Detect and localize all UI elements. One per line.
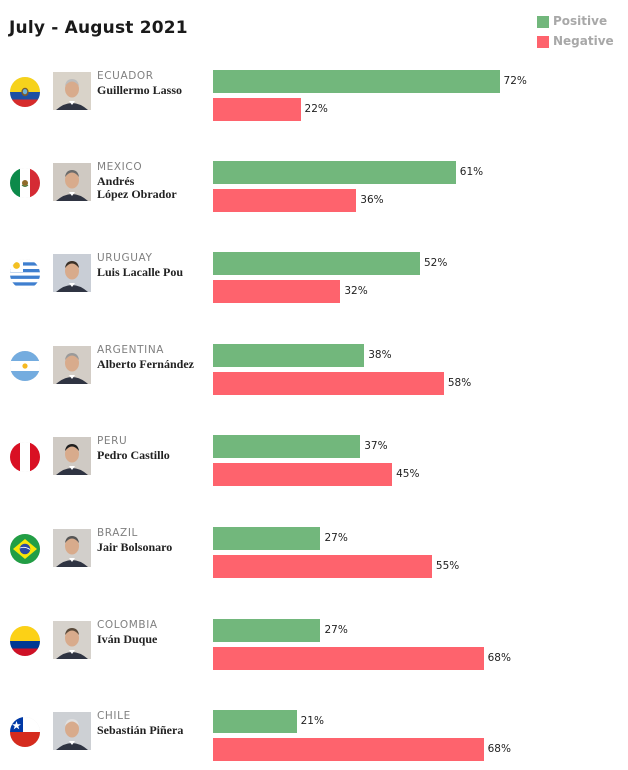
- leader-photo: [53, 163, 91, 201]
- country-label: COLOMBIA: [97, 619, 158, 631]
- positive-bar: [213, 161, 456, 184]
- argentina-flag-icon: [10, 351, 40, 381]
- positive-bar: [213, 527, 321, 550]
- positive-bar: [213, 70, 500, 93]
- positive-value-label: 38%: [368, 349, 392, 361]
- negative-value-label: 55%: [435, 560, 460, 572]
- negative-value-label: 68%: [487, 743, 511, 755]
- legend-label: Negative: [553, 34, 614, 48]
- negative-bar: [213, 372, 444, 395]
- positive-value-label: 27%: [324, 624, 348, 636]
- country-label: CHILE: [97, 710, 131, 722]
- negative-bar: [213, 280, 341, 303]
- uruguay-flag-icon: [10, 259, 40, 289]
- positive-value-label: 37%: [364, 440, 388, 452]
- country-label: ECUADOR: [97, 70, 154, 82]
- negative-bar: [213, 647, 484, 670]
- leader-name: Andrés López Obrador: [97, 174, 177, 201]
- chart-row: COLOMBIA Iván Duque 27% 68%: [0, 619, 628, 679]
- chart-row: ARGENTINA Alberto Fernández 38% 58%: [0, 344, 628, 404]
- positive-bar: [213, 435, 361, 458]
- positive-value-label: 21%: [300, 715, 324, 727]
- positive-bar: [213, 344, 365, 367]
- chart-row: MEXICO Andrés López Obrador 61% 36%: [0, 161, 628, 221]
- peru-flag-icon: [10, 442, 40, 472]
- negative-value-label: 32%: [344, 285, 368, 297]
- leader-photo: [53, 712, 91, 750]
- colombia-flag-icon: [10, 626, 40, 656]
- leader-name: Iván Duque: [97, 632, 158, 646]
- leader-photo: [53, 346, 91, 384]
- country-label: BRAZIL: [97, 527, 138, 539]
- leader-name: Guillermo Lasso: [97, 83, 183, 97]
- positive-value-label: 72%: [503, 75, 527, 87]
- leader-name: Alberto Fernández: [97, 357, 194, 371]
- negative-value-label: 22%: [304, 103, 328, 115]
- country-label: MEXICO: [97, 161, 143, 173]
- mexico-flag-icon: [10, 168, 40, 198]
- country-label: PERU: [97, 435, 128, 447]
- negative-value-label: 36%: [360, 194, 384, 206]
- chart-row: BRAZIL Jair Bolsonaro 27% 55%: [0, 527, 628, 587]
- country-label: ARGENTINA: [97, 344, 165, 356]
- chart-row: URUGUAY Luis Lacalle Pou 52% 32%: [0, 252, 628, 312]
- negative-bar: [213, 463, 393, 486]
- leader-name: Pedro Castillo: [97, 448, 170, 462]
- legend-swatch: [537, 36, 549, 48]
- leader-name: Luis Lacalle Pou: [97, 265, 184, 279]
- positive-value-label: 52%: [423, 257, 448, 269]
- ecuador-flag-icon: [10, 77, 40, 107]
- negative-value-label: 58%: [447, 377, 472, 389]
- leader-photo: [53, 621, 91, 659]
- chart-row: ECUADOR Guillermo Lasso 72% 22%: [0, 70, 628, 130]
- legend-label: Positive: [553, 14, 608, 28]
- negative-bar: [213, 189, 357, 212]
- legend-swatch: [537, 16, 549, 28]
- chart-title: July - August 2021: [9, 18, 188, 38]
- leader-name: Sebastián Piñera: [97, 723, 184, 737]
- positive-value-label: 61%: [459, 166, 484, 178]
- leader-photo: [53, 254, 91, 292]
- leader-photo: [53, 529, 91, 567]
- positive-value-label: 27%: [324, 532, 348, 544]
- chart-row: PERU Pedro Castillo 37% 45%: [0, 435, 628, 495]
- positive-bar: [213, 710, 297, 733]
- positive-bar: [213, 252, 420, 275]
- leader-photo: [53, 437, 91, 475]
- negative-bar: [213, 738, 484, 761]
- negative-bar: [213, 555, 432, 578]
- negative-value-label: 68%: [487, 652, 511, 664]
- country-label: URUGUAY: [97, 252, 153, 264]
- negative-bar: [213, 98, 301, 121]
- brazil-flag-icon: [10, 534, 40, 564]
- positive-bar: [213, 619, 321, 642]
- negative-value-label: 45%: [396, 468, 420, 480]
- leader-name: Jair Bolsonaro: [97, 540, 173, 554]
- chart-row: CHILE Sebastián Piñera 21% 68%: [0, 710, 628, 770]
- leader-photo: [53, 72, 91, 110]
- chile-flag-icon: [10, 717, 40, 747]
